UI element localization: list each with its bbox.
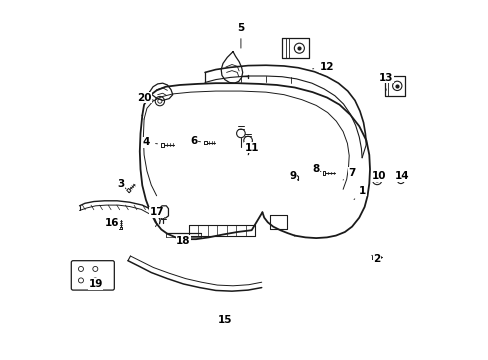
Text: 5: 5 [237, 23, 244, 48]
Text: 12: 12 [312, 62, 333, 72]
Text: 13: 13 [378, 73, 393, 90]
Text: 18: 18 [176, 236, 190, 246]
Text: 6: 6 [190, 136, 200, 145]
Text: 2: 2 [371, 254, 380, 264]
FancyBboxPatch shape [71, 261, 114, 290]
Text: 8: 8 [312, 164, 320, 174]
Text: 17: 17 [149, 207, 163, 220]
Text: 14: 14 [394, 171, 409, 181]
Text: 9: 9 [289, 171, 296, 181]
Text: 11: 11 [244, 143, 258, 155]
Text: 15: 15 [217, 315, 231, 325]
Text: 19: 19 [88, 279, 102, 289]
Text: 16: 16 [104, 218, 121, 228]
Text: 10: 10 [371, 171, 386, 181]
Text: 1: 1 [353, 186, 366, 199]
Text: 7: 7 [343, 168, 355, 180]
Text: 3: 3 [117, 179, 126, 189]
Text: 4: 4 [142, 138, 157, 147]
Text: 20: 20 [137, 93, 154, 103]
